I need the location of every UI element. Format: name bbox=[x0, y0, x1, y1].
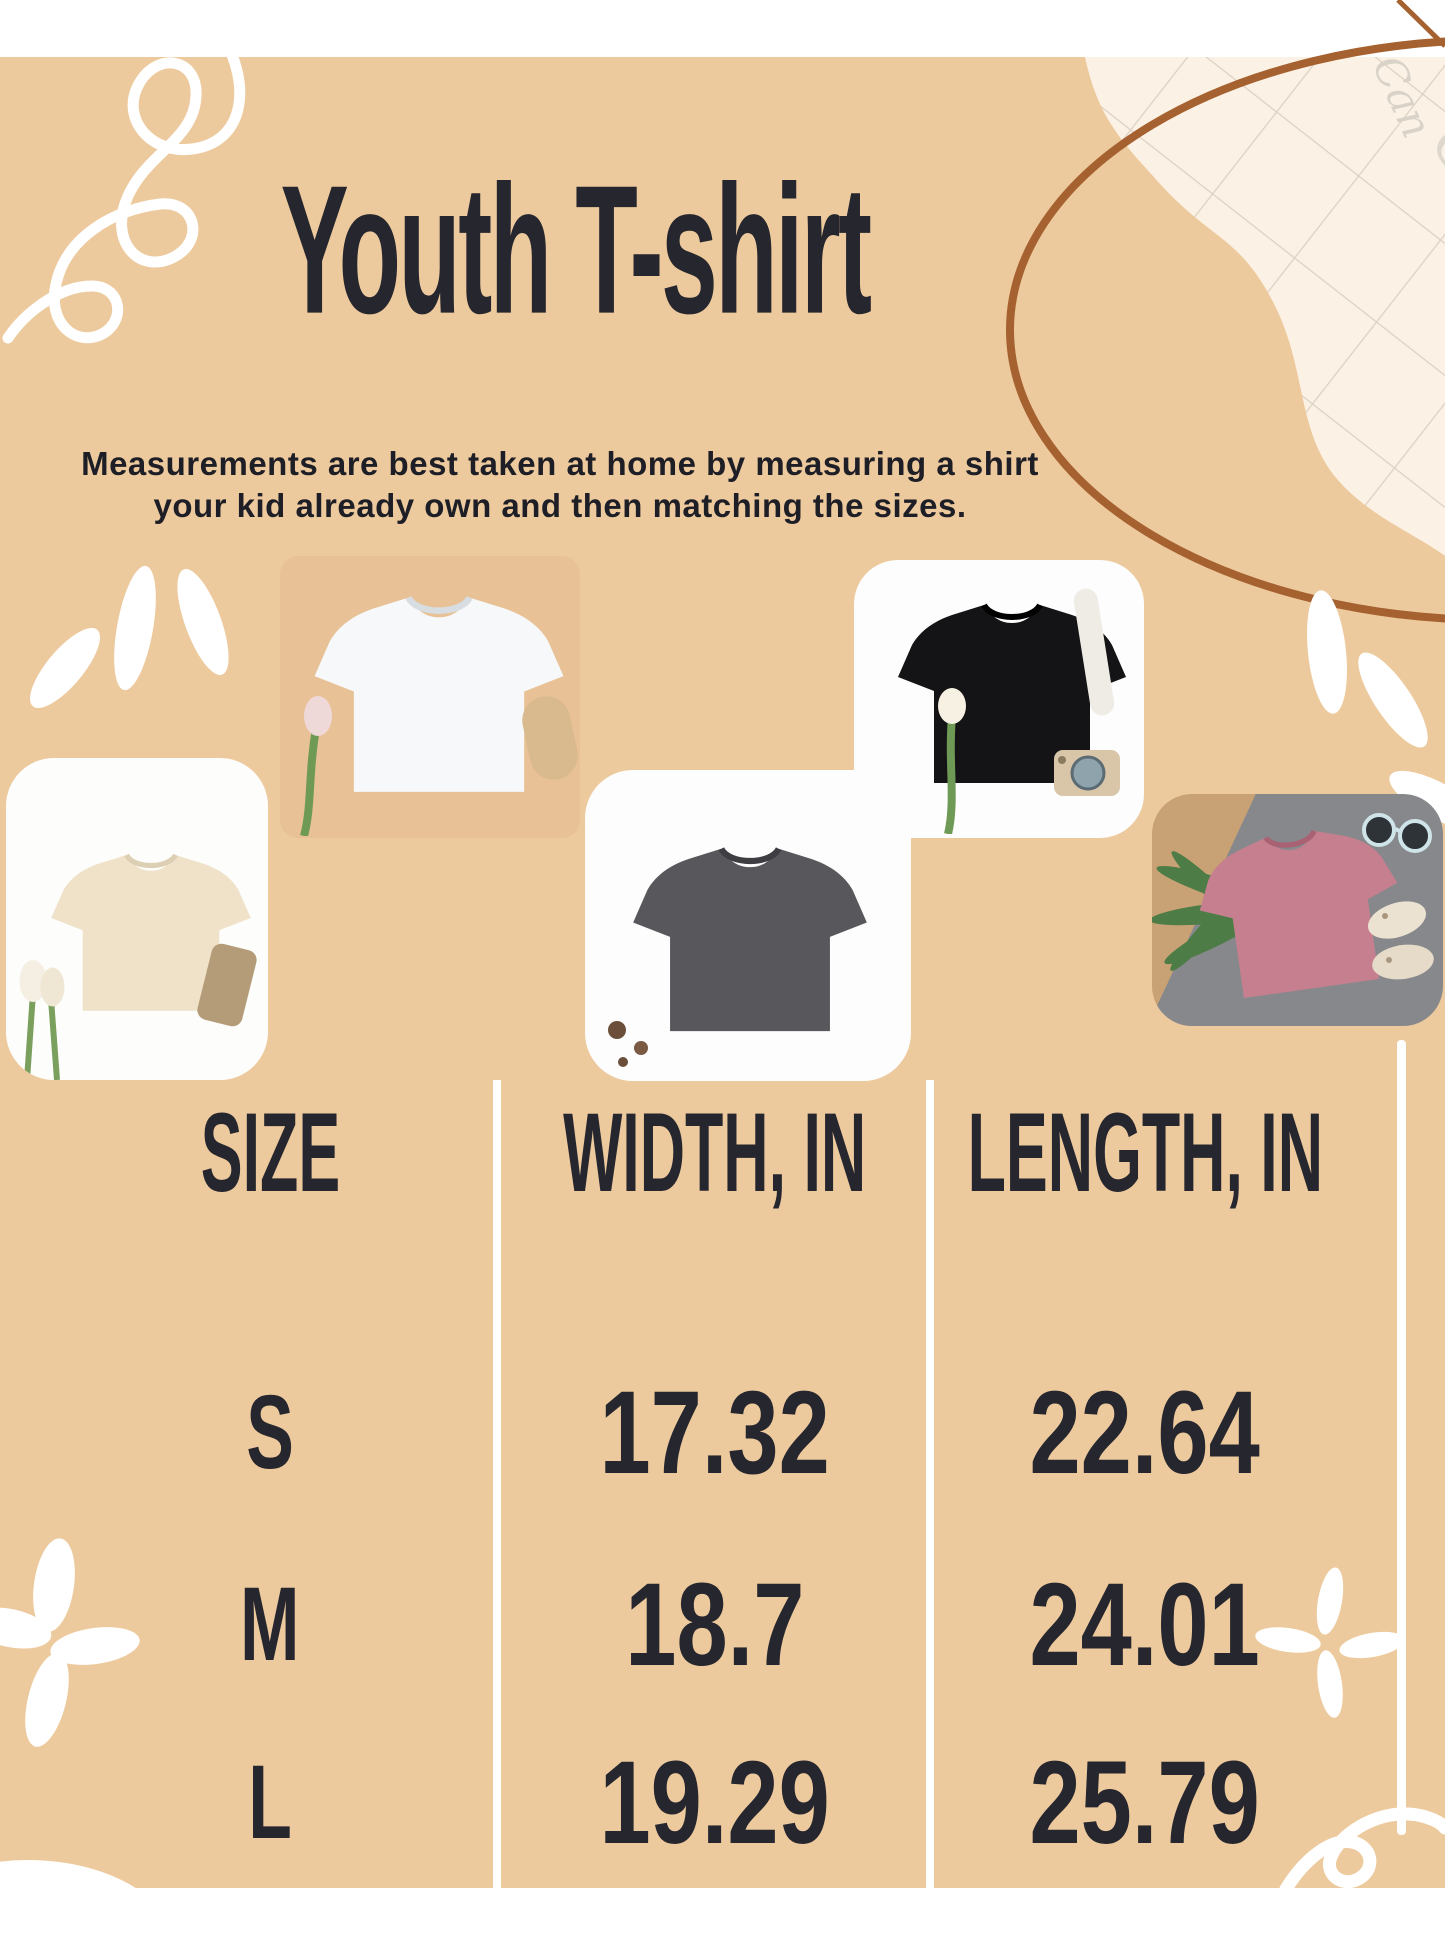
size-label: M bbox=[240, 1566, 300, 1683]
width-value: 17.32 bbox=[599, 1367, 831, 1499]
white-tshirt-shape bbox=[314, 595, 564, 792]
plus-sparkle bbox=[1255, 1567, 1405, 1718]
tulip-decor bbox=[300, 696, 332, 836]
subtitle-line-2: your kid already own and then matching t… bbox=[153, 487, 967, 525]
gray-tshirt-photo bbox=[585, 770, 911, 1081]
flourish-loops bbox=[1279, 1807, 1445, 1896]
header-size: SIZE bbox=[200, 1090, 340, 1215]
grid-blob-shape bbox=[1085, 57, 1445, 556]
gray-tshirt-shape bbox=[633, 846, 867, 1032]
size-label: S bbox=[246, 1374, 294, 1491]
width-value: 18.7 bbox=[625, 1559, 805, 1691]
squiggle-doodle bbox=[2, 28, 246, 344]
black-tshirt-photo bbox=[854, 560, 1144, 838]
table-divider-2 bbox=[926, 1080, 934, 1888]
width-value: 19.29 bbox=[599, 1737, 831, 1869]
table-divider-1 bbox=[493, 1080, 501, 1888]
corner-blob bbox=[0, 1860, 178, 1951]
white-tshirt-photo bbox=[280, 556, 580, 838]
brown-arc bbox=[1006, 37, 1445, 623]
sparkle-flower bbox=[0, 1538, 140, 1747]
right-petals bbox=[1307, 590, 1445, 830]
pink-tshirt-shape bbox=[1199, 829, 1398, 999]
tulips-decor bbox=[19, 960, 65, 1080]
size-label: L bbox=[248, 1744, 292, 1861]
cream-tshirt-shape bbox=[51, 853, 251, 1011]
length-value: 24.01 bbox=[1029, 1559, 1261, 1691]
length-value: 25.79 bbox=[1029, 1737, 1261, 1869]
beans-decor bbox=[608, 1021, 648, 1067]
flourish-line bbox=[1397, 1040, 1406, 1835]
toy-camera bbox=[1054, 750, 1120, 796]
pink-tshirt-photo bbox=[1152, 794, 1443, 1026]
page-subtitle: Measurements are best taken at home by m… bbox=[0, 443, 1120, 527]
brown-corner-line bbox=[1396, 0, 1445, 48]
subtitle-line-1: Measurements are best taken at home by m… bbox=[81, 445, 1039, 482]
header-width: WIDTH, IN bbox=[563, 1090, 867, 1215]
cream-tshirt-photo bbox=[6, 758, 268, 1080]
sunglasses-decor bbox=[1362, 813, 1432, 853]
white-tulip-decor bbox=[938, 688, 966, 834]
left-petals bbox=[30, 565, 229, 709]
length-value: 22.64 bbox=[1029, 1367, 1261, 1499]
black-tshirt-shape bbox=[898, 603, 1126, 783]
header-length: LENGTH, IN bbox=[967, 1090, 1323, 1215]
page-title: Youth T-shirt bbox=[280, 147, 873, 352]
baby-shoes-decor bbox=[1367, 901, 1434, 980]
